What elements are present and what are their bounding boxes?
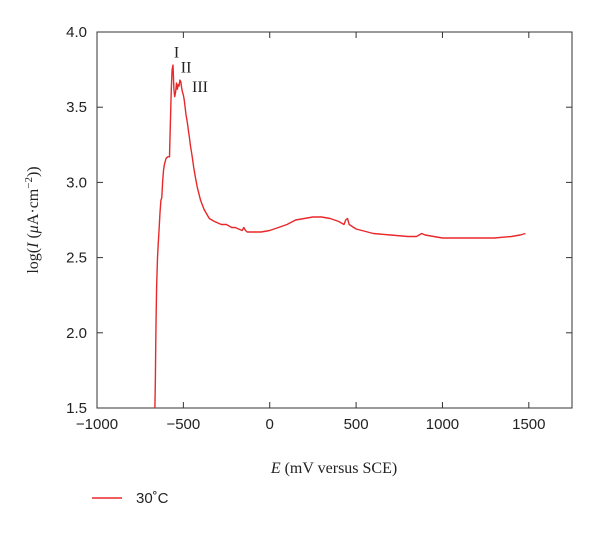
peak-label-ii: II — [181, 60, 192, 77]
y-tick-label: 2.5 — [66, 250, 87, 267]
y-axis-label: log(I (μA·cm−2)) — [23, 166, 42, 273]
series-line — [154, 64, 526, 409]
peak-label-iii: III — [192, 79, 208, 96]
x-tick-label: −500 — [166, 416, 200, 433]
x-tick-label: 0 — [266, 416, 274, 433]
x-tick-label: −1000 — [76, 416, 118, 433]
y-tick-label: 4.0 — [66, 24, 87, 41]
peak-label-i: I — [174, 45, 179, 62]
plot-frame — [96, 31, 573, 409]
x-axis-label: E (mV versus SCE) — [270, 460, 397, 477]
legend-label: 30˚C — [136, 490, 169, 507]
x-tick-label: 1500 — [512, 416, 545, 433]
y-tick-label: 3.5 — [66, 99, 87, 116]
x-tick-label: 500 — [344, 416, 369, 433]
x-tick-label: 1000 — [426, 416, 459, 433]
y-axis-ticks: 1.5 2.0 2.5 3.0 3.5 4.0 — [66, 24, 572, 417]
y-tick-label: 2.0 — [66, 325, 87, 342]
y-tick-label: 1.5 — [66, 400, 87, 417]
y-tick-label: 3.0 — [66, 174, 87, 191]
x-axis-ticks: −1000 −500 0 500 1000 1500 — [76, 32, 546, 433]
